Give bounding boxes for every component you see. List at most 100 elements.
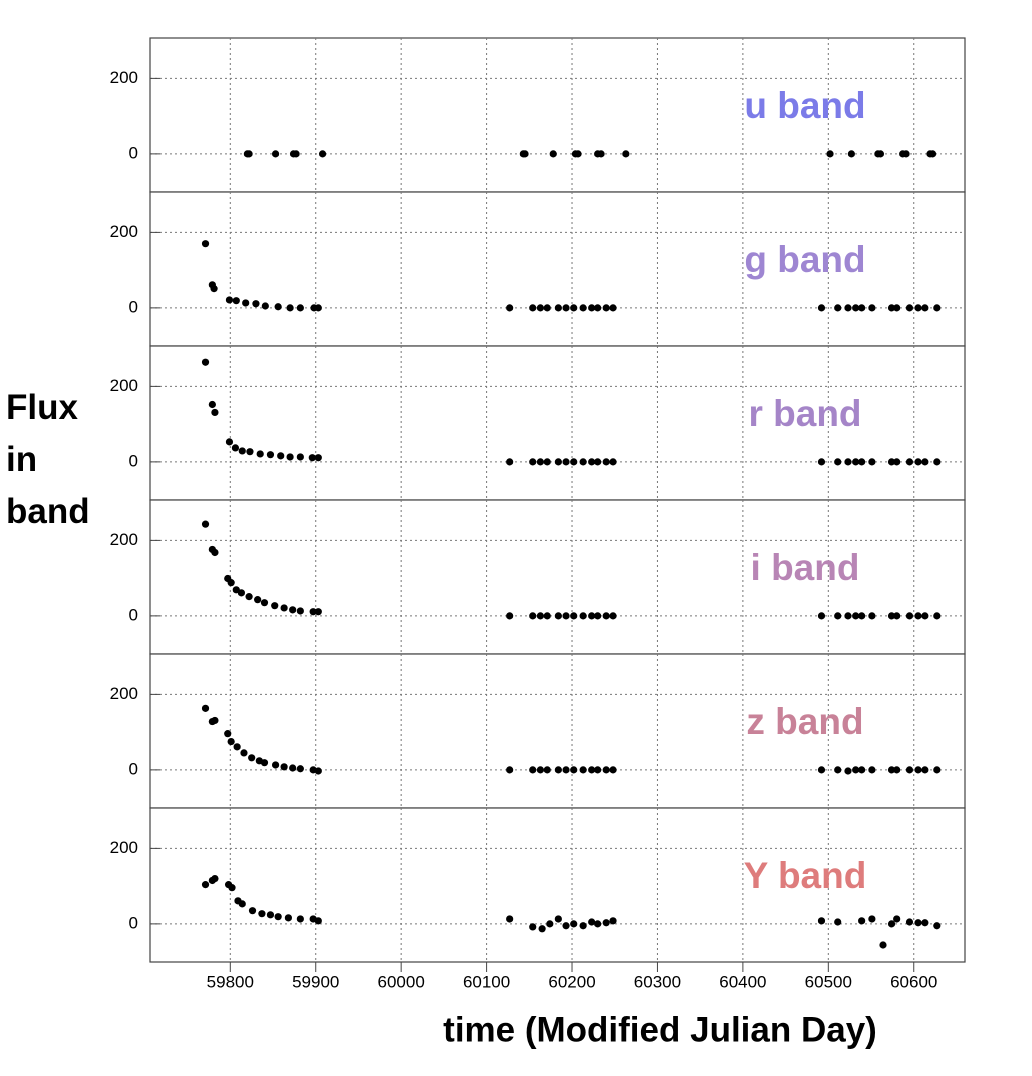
data-point — [562, 304, 570, 312]
data-point — [536, 458, 545, 466]
data-point — [309, 608, 317, 616]
data-point — [232, 297, 240, 305]
data-point — [554, 915, 562, 923]
data-point — [834, 458, 842, 466]
data-point — [933, 766, 941, 774]
data-point — [817, 304, 826, 312]
data-point — [858, 766, 866, 774]
data-point — [858, 612, 866, 620]
data-point — [208, 400, 216, 409]
data-point — [248, 907, 257, 915]
data-point — [271, 602, 279, 610]
panel-frame — [149, 37, 966, 193]
y-tick-label: 200 — [110, 68, 138, 87]
data-point — [252, 300, 260, 308]
data-point — [905, 766, 914, 774]
data-point — [826, 150, 834, 158]
data-point — [594, 304, 602, 312]
data-point — [506, 766, 514, 774]
y-tick-label: 200 — [110, 838, 138, 857]
panel-title: g band — [744, 239, 865, 280]
data-point — [211, 408, 219, 417]
data-point — [602, 304, 610, 312]
data-point — [594, 612, 602, 620]
data-point — [570, 458, 578, 466]
data-point — [506, 304, 514, 312]
data-point — [876, 150, 885, 158]
data-point — [256, 450, 264, 458]
data-point — [529, 304, 537, 312]
data-point — [536, 304, 545, 312]
data-point — [579, 304, 587, 312]
data-point — [817, 612, 826, 620]
data-point — [258, 910, 266, 918]
data-point — [902, 150, 910, 158]
panel-frame — [149, 345, 966, 501]
data-point — [211, 874, 219, 883]
data-point — [506, 458, 514, 466]
data-point — [609, 766, 617, 774]
data-point — [852, 766, 860, 774]
data-point — [314, 767, 322, 775]
data-point — [852, 458, 860, 466]
data-point — [246, 448, 254, 456]
data-point — [858, 458, 866, 466]
data-point — [893, 915, 901, 923]
data-point — [579, 612, 587, 620]
data-point — [280, 763, 288, 771]
data-point — [893, 766, 901, 774]
data-point — [210, 285, 218, 293]
data-point — [227, 579, 235, 587]
data-point — [893, 304, 901, 312]
panel-title: u band — [744, 85, 865, 126]
data-point — [921, 304, 929, 312]
data-point — [296, 607, 304, 615]
data-point — [834, 612, 842, 620]
data-point — [289, 764, 297, 772]
data-point — [921, 612, 929, 620]
data-point — [296, 915, 304, 923]
data-point — [914, 612, 922, 620]
data-point — [622, 150, 630, 158]
panel-title: r band — [748, 393, 861, 434]
data-point — [858, 304, 866, 312]
data-point — [289, 606, 297, 614]
x-tick-label: 60300 — [634, 972, 681, 991]
data-point — [921, 919, 929, 927]
data-point — [245, 150, 253, 158]
data-point — [266, 451, 275, 459]
panel-frame — [149, 653, 966, 809]
data-point — [211, 716, 219, 725]
data-point — [314, 304, 322, 312]
data-point — [588, 304, 596, 312]
data-point — [271, 150, 280, 158]
data-point — [245, 593, 253, 601]
data-point — [314, 454, 322, 462]
data-point — [834, 918, 842, 926]
data-point — [521, 150, 529, 158]
data-point — [852, 304, 860, 312]
data-point — [594, 766, 602, 774]
data-point — [296, 765, 304, 773]
data-point — [201, 881, 210, 889]
data-point — [914, 766, 922, 774]
y-tick-label: 200 — [110, 222, 138, 241]
data-point — [879, 941, 887, 949]
data-point — [609, 304, 617, 312]
data-point — [887, 766, 896, 774]
data-point — [588, 458, 596, 466]
data-point — [274, 303, 282, 311]
y-tick-label: 200 — [110, 684, 138, 703]
data-point — [274, 913, 282, 921]
data-point — [844, 304, 852, 312]
data-point — [280, 604, 288, 612]
data-point — [609, 612, 617, 620]
y-tick-label: 200 — [110, 530, 138, 549]
data-point — [562, 766, 570, 774]
x-tick-label: 60000 — [378, 972, 425, 991]
data-point — [546, 920, 554, 928]
data-point — [286, 304, 294, 312]
data-point — [277, 452, 285, 460]
data-point — [536, 766, 545, 774]
